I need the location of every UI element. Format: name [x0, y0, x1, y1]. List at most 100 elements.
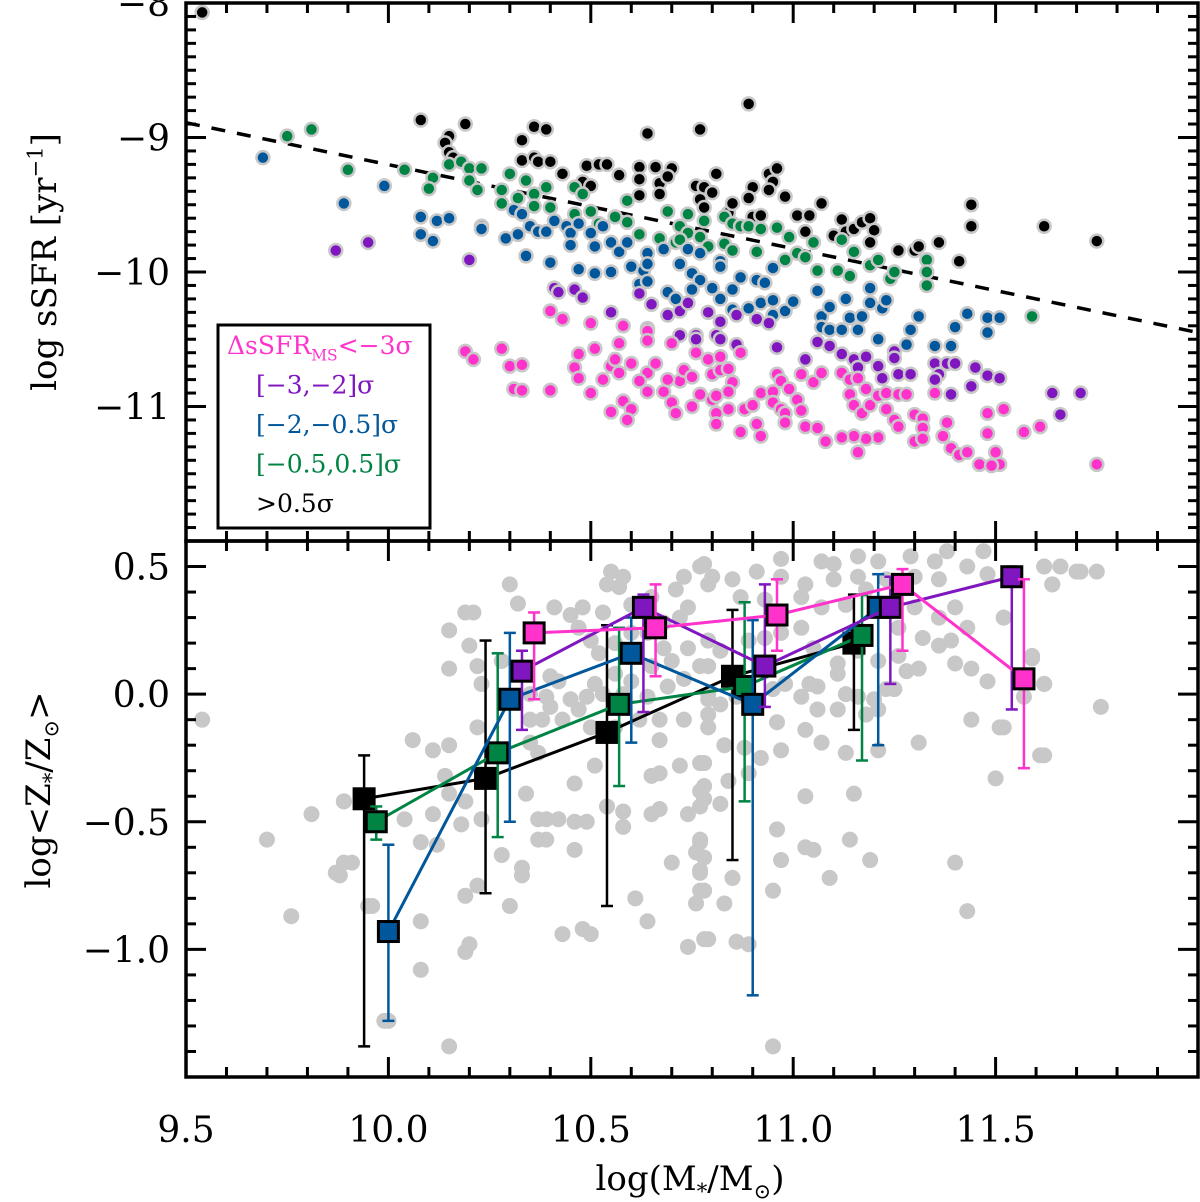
- data-point: [890, 418, 907, 435]
- data-point: [797, 249, 814, 265]
- gray-point: [582, 926, 599, 943]
- series-3: [328, 234, 1089, 423]
- gray-point: [570, 619, 587, 636]
- data-point: [1052, 406, 1069, 423]
- data-point: [502, 166, 518, 182]
- data-point: [542, 382, 559, 399]
- data-point: [526, 198, 542, 214]
- gray-point: [716, 895, 733, 912]
- data-point: [817, 433, 834, 450]
- y-tick-label: −8: [117, 0, 170, 25]
- gray-point: [793, 589, 810, 606]
- gray-point: [554, 926, 571, 943]
- data-point: [1024, 308, 1040, 325]
- data-point: [757, 275, 773, 291]
- data-point: [943, 386, 959, 403]
- gray-point: [404, 732, 421, 749]
- data-point: [797, 351, 814, 368]
- gray-point: [773, 550, 790, 567]
- data-point: [429, 213, 445, 229]
- gray-point: [862, 852, 879, 869]
- gray-point: [979, 566, 996, 583]
- data-point: [336, 195, 352, 212]
- gray-point: [700, 658, 717, 675]
- data-point: [797, 223, 814, 240]
- data-point: [421, 180, 437, 197]
- data-point: [983, 457, 1000, 474]
- gray-point: [797, 788, 814, 805]
- gray-point: [518, 785, 535, 802]
- data-point: [927, 371, 943, 388]
- data-point: [542, 303, 559, 319]
- data-point: [672, 231, 688, 248]
- data-point: [979, 425, 996, 442]
- data-point: [935, 428, 951, 444]
- data-point: [732, 269, 749, 286]
- data-point: [611, 167, 627, 183]
- data-point: [413, 209, 429, 225]
- y-axis-label-part: >: [19, 691, 59, 720]
- data-point: [514, 152, 530, 169]
- gray-point: [692, 831, 709, 848]
- gray-point: [752, 749, 769, 766]
- data-point: [396, 162, 413, 178]
- data-point: [914, 431, 931, 447]
- main-sequence-dashed-line: [186, 120, 1198, 335]
- data-point: [834, 346, 850, 362]
- y-axis-label-part: ⊙: [39, 720, 64, 738]
- binned-square: [486, 741, 510, 765]
- gray-point: [1052, 558, 1069, 575]
- gray-point: [845, 785, 862, 802]
- data-point: [963, 218, 980, 235]
- data-point: [829, 262, 846, 279]
- gray-point: [441, 660, 458, 677]
- data-point: [720, 401, 737, 417]
- data-point: [959, 444, 976, 460]
- data-point: [886, 264, 903, 280]
- data-point: [554, 311, 571, 327]
- data-point: [740, 218, 757, 235]
- data-point: [659, 203, 676, 220]
- gray-point: [773, 852, 790, 869]
- data-point: [688, 344, 704, 361]
- data-point: [603, 234, 619, 251]
- gray-point: [603, 563, 620, 580]
- legend-entry-part: >0.5σ: [256, 489, 334, 518]
- data-point: [809, 420, 826, 436]
- gray-point: [327, 864, 344, 881]
- data-point: [939, 414, 955, 431]
- data-point: [643, 296, 660, 313]
- gray-point: [283, 908, 300, 925]
- data-point: [587, 238, 603, 255]
- binned-square: [741, 692, 765, 716]
- data-point: [469, 182, 486, 198]
- data-point: [805, 374, 822, 391]
- gray-point: [441, 737, 458, 754]
- data-point: [995, 401, 1012, 417]
- data-point: [712, 331, 729, 347]
- gray-point: [562, 607, 579, 624]
- gray-point: [546, 599, 563, 616]
- data-point: [583, 203, 599, 220]
- gray-point: [825, 571, 842, 588]
- data-point: [765, 292, 781, 308]
- gray-point: [939, 543, 956, 560]
- gray-point: [724, 869, 741, 886]
- data-point: [587, 265, 603, 282]
- binned-square: [850, 623, 874, 647]
- data-point: [651, 186, 668, 202]
- data-point: [991, 370, 1008, 387]
- gray-point: [728, 933, 745, 950]
- legend-entry: ΔsSFRMS<−3σ: [227, 331, 413, 364]
- data-point: [886, 350, 903, 366]
- data-point: [623, 355, 640, 372]
- gray-point: [607, 665, 624, 682]
- top-panel-ssfr-vs-mass: −8 −9 −10 −11 log sSFR [yr−1] ΔsSFRMS<−3σ [−3,…: [22, 0, 1200, 543]
- gray-point: [615, 803, 632, 820]
- data-point: [473, 221, 490, 237]
- data-point: [473, 160, 490, 177]
- data-point: [898, 386, 915, 403]
- data-point: [805, 234, 822, 251]
- data-point: [813, 365, 830, 381]
